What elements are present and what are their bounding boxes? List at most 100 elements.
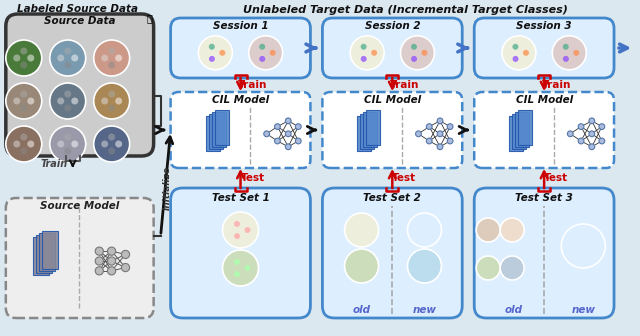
Circle shape <box>223 250 259 286</box>
FancyBboxPatch shape <box>36 235 52 273</box>
Circle shape <box>64 47 71 54</box>
Circle shape <box>285 131 291 137</box>
Circle shape <box>71 140 78 148</box>
Circle shape <box>285 118 291 124</box>
Circle shape <box>568 131 573 137</box>
Text: Test: Test <box>544 173 568 183</box>
Circle shape <box>57 140 64 148</box>
Text: 🔒: 🔒 <box>147 13 152 23</box>
Text: old: old <box>504 305 522 315</box>
Circle shape <box>264 131 269 137</box>
Circle shape <box>101 140 108 148</box>
Circle shape <box>6 126 42 162</box>
Text: new: new <box>572 305 595 315</box>
Circle shape <box>20 148 28 155</box>
Circle shape <box>415 131 421 137</box>
Text: Initialize: Initialize <box>163 166 172 210</box>
Circle shape <box>426 124 432 129</box>
Circle shape <box>28 54 35 61</box>
Circle shape <box>108 47 115 54</box>
Text: Test: Test <box>392 173 417 183</box>
Circle shape <box>13 54 20 61</box>
Circle shape <box>589 131 595 137</box>
Circle shape <box>523 50 529 56</box>
FancyBboxPatch shape <box>323 188 462 318</box>
Circle shape <box>20 104 28 112</box>
Circle shape <box>437 118 443 124</box>
Circle shape <box>108 61 115 69</box>
Circle shape <box>513 44 518 50</box>
Circle shape <box>401 36 435 70</box>
Circle shape <box>209 44 215 50</box>
Text: Unlabeled Target Data (Incremental Target Classes): Unlabeled Target Data (Incremental Targe… <box>243 5 568 15</box>
Circle shape <box>296 138 301 144</box>
Circle shape <box>426 138 432 144</box>
Circle shape <box>57 54 64 61</box>
Circle shape <box>476 218 500 242</box>
Circle shape <box>244 227 250 233</box>
Text: old: old <box>353 305 371 315</box>
FancyBboxPatch shape <box>209 114 223 149</box>
Circle shape <box>64 148 71 155</box>
FancyBboxPatch shape <box>171 92 310 168</box>
Circle shape <box>108 148 115 155</box>
FancyBboxPatch shape <box>171 18 310 78</box>
Circle shape <box>20 61 28 69</box>
Text: Train: Train <box>40 159 67 169</box>
Circle shape <box>269 50 276 56</box>
Circle shape <box>360 44 367 50</box>
Text: Session 2: Session 2 <box>365 21 420 31</box>
Circle shape <box>28 140 35 148</box>
Text: CIL Model: CIL Model <box>364 95 421 105</box>
FancyBboxPatch shape <box>357 116 371 151</box>
Circle shape <box>13 140 20 148</box>
Text: Labeled Source Data: Labeled Source Data <box>17 4 138 14</box>
Circle shape <box>259 44 265 50</box>
Circle shape <box>6 83 42 119</box>
Circle shape <box>500 218 524 242</box>
Circle shape <box>108 267 116 275</box>
Circle shape <box>198 36 232 70</box>
Circle shape <box>589 118 595 124</box>
Circle shape <box>573 50 579 56</box>
Circle shape <box>108 257 116 265</box>
Circle shape <box>95 247 104 255</box>
FancyBboxPatch shape <box>360 114 374 149</box>
Circle shape <box>437 131 443 137</box>
Circle shape <box>20 47 28 54</box>
Text: Test Set 1: Test Set 1 <box>212 193 269 203</box>
FancyBboxPatch shape <box>171 188 310 318</box>
Circle shape <box>500 256 524 280</box>
Circle shape <box>408 213 442 247</box>
Text: new: new <box>412 305 436 315</box>
Circle shape <box>220 50 225 56</box>
Circle shape <box>561 224 605 268</box>
Circle shape <box>411 44 417 50</box>
Circle shape <box>234 221 240 227</box>
Circle shape <box>108 133 115 140</box>
Circle shape <box>344 249 378 283</box>
Circle shape <box>223 212 259 248</box>
Circle shape <box>259 56 265 62</box>
Circle shape <box>275 138 280 144</box>
FancyBboxPatch shape <box>474 92 614 168</box>
FancyBboxPatch shape <box>323 18 462 78</box>
Circle shape <box>447 124 453 129</box>
Circle shape <box>513 56 518 62</box>
Circle shape <box>361 56 367 62</box>
Text: Test Set 2: Test Set 2 <box>364 193 421 203</box>
Circle shape <box>20 90 28 97</box>
Circle shape <box>578 138 584 144</box>
Circle shape <box>275 124 280 129</box>
Circle shape <box>408 249 442 283</box>
Circle shape <box>422 50 428 56</box>
Circle shape <box>350 36 384 70</box>
Text: CIL Model: CIL Model <box>212 95 269 105</box>
Circle shape <box>50 83 86 119</box>
Circle shape <box>115 140 122 148</box>
Circle shape <box>599 124 605 129</box>
Text: Session 3: Session 3 <box>516 21 572 31</box>
Circle shape <box>552 36 586 70</box>
Circle shape <box>249 36 283 70</box>
Circle shape <box>563 56 569 62</box>
